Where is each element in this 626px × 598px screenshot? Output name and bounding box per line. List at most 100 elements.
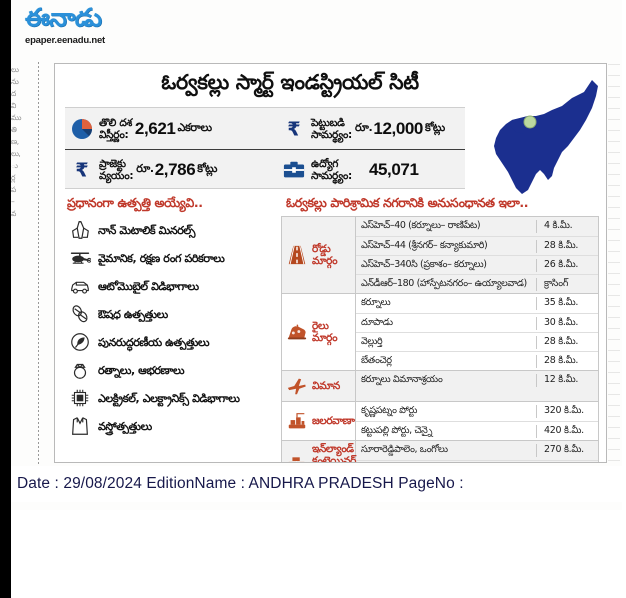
table-row: కృష్ణపట్నం పోర్టు 320 కి.మీ. (356, 402, 598, 421)
product-label: వైమానిక, రక్షణ రంగ పరికరాలు (98, 251, 225, 265)
table-row: ఎస్‌హెచ్‌–340సి (ప్రకాశం– కర్నూలు) 26 కి.… (356, 255, 598, 274)
bleed-text-fragment: లు (11, 65, 19, 74)
stat-label-line1: పెట్టుబడి (311, 116, 345, 129)
svg-text:₹: ₹ (75, 159, 88, 181)
route-name: కర్నూలు (361, 297, 391, 308)
left-black-frame (0, 0, 11, 598)
stat-unit: కోట్లు (425, 120, 445, 134)
road-icon (285, 242, 309, 268)
eenadu-logo: ఈనాడు (25, 3, 102, 32)
table-row: తిమ్మాపూర్, రంగారెడ్డి210 కి.మీ. (356, 460, 598, 462)
stat-value: 2,786 (154, 160, 196, 179)
mode-label-line1: జలరవాణా (312, 415, 355, 427)
route-distance: 28 కి.మీ. (536, 239, 598, 253)
bleed-text-fragment: వ (11, 209, 16, 218)
bleed-text-fragment: ము (11, 113, 22, 122)
route-name: ఎన్‌డీఆర్‌–180 (హాస్పేటనగరం– ఉయ్యాలవాడ) (361, 277, 527, 289)
route-distance: 30 కి.మీ. (536, 316, 598, 330)
connectivity-group: విమాన కర్నూలు విమానాశ్రయం 12 కి.మీ. (282, 371, 598, 402)
route-rows: కర్నూలు విమానాశ్రయం 12 కి.మీ. (356, 371, 598, 401)
mode-label-line1: విమాన (312, 380, 340, 392)
mode-label-line2: మార్గం (312, 255, 338, 267)
bottom-white-area (11, 510, 626, 598)
microchip-icon (67, 386, 93, 410)
stat-label-line1: ఉద్యోగ (311, 158, 339, 170)
mode-label-line1: రైలు (312, 320, 329, 332)
stat-unit: కోట్లు (197, 162, 218, 175)
pills-icon (67, 302, 93, 326)
transport-mode-cell: ఇన్‌ల్యాండ్కంటెయినర్ డిపో (282, 441, 357, 463)
route-name: వెల్లుర్తి (361, 335, 383, 347)
mode-label-line2: మార్గం (312, 332, 338, 344)
stat-label-line2: వ్యయం: (99, 170, 134, 182)
transport-mode-label: విమాన (312, 380, 340, 392)
airplane-icon (285, 373, 309, 399)
product-label: నాన్ మెటాలిక్ మినరల్స్ (98, 223, 196, 237)
recycle-leaf-icon (67, 330, 93, 354)
route-distance: 26 కి.మీ. (536, 258, 598, 272)
transport-mode-label: ఇన్‌ల్యాండ్కంటెయినర్ డిపో (312, 443, 357, 463)
stat-label: పెట్టుబడి సామర్థ్యం: (311, 117, 352, 141)
list-item: వైమానిక, రక్షణ రంగ పరికరాలు (67, 244, 275, 272)
stat-value: 2,621 (134, 118, 176, 138)
list-item: వస్త్రోత్పత్తులు (67, 412, 275, 440)
stat-prefix: రూ. (354, 120, 373, 134)
product-label: రత్నాలు, ఆభరణాలు (98, 363, 185, 377)
adjacent-column-text: లు ను ద వి ము తి ణ, లు,ు ర్ల ప – వ (11, 64, 33, 464)
bleed-text-fragment: ప (11, 185, 16, 194)
route-distance: 270 కి.మీ. (536, 444, 598, 457)
helicopter-icon (67, 246, 93, 270)
route-name: కృష్ణపట్నం పోర్టు (361, 405, 417, 416)
bleed-text-fragment: లు, (11, 149, 21, 158)
table-row: బేతంచెర్ల 28 కి.మీ. (356, 351, 598, 370)
stat-label: ప్రాజెక్టు వ్యయం: (99, 158, 134, 182)
stat-value: 45,071 (368, 160, 419, 179)
route-name: ఎస్‌హెచ్‌–44 (శ్రీనగర్‌– కన్యాకుమారి) (361, 239, 488, 251)
products-list: నాన్ మెటాలిక్ మినరల్స్ వైమానిక, రక్షణ రంగ… (67, 216, 275, 440)
product-label: ఆటోమొబైల్ విడిభాగాలు (98, 279, 199, 293)
bleed-text-fragment: – (11, 197, 15, 206)
route-distance: 420 కి.మీ. (536, 424, 598, 438)
table-row: ఎన్‌డీఆర్‌–180 (హాస్పేటనగరం– ఉయ్యాలవాడ) క… (356, 274, 598, 293)
route-rows: కర్నూలు 35 కి.మీ. దూపాడు 30 కి.మీ. వెల్లుర్త… (356, 294, 598, 370)
table-row: సూరారెడ్డిపాలెం, ఒంగోలు 270 కి.మీ. (356, 441, 598, 460)
bleed-text-fragment: ను (11, 77, 19, 86)
andhra-pradesh-state-map (488, 76, 600, 196)
product-label: ఎలక్ట్రికల్, ఎలక్ట్రానిక్స్ విడిభాగాలు (98, 391, 240, 405)
route-rows: ఎస్‌హెచ్‌–40 (కర్నూలు– రాణిపేట) 4 కి.మీ. ఎ… (356, 217, 598, 293)
route-name: ఎస్‌హెచ్‌–340సి (ప్రకాశం– కర్నూలు) (361, 258, 487, 270)
bleed-text-fragment: ద (11, 89, 16, 98)
table-row: ఎస్‌హెచ్‌–40 (కర్నూలు– రాణిపేట) 4 కి.మీ. (356, 217, 598, 236)
connectivity-group: ఇన్‌ల్యాండ్కంటెయినర్ డిపోసూరారెడ్డిపాలెం… (282, 441, 598, 463)
table-row: కట్టుపల్లి పోర్టు, చెన్నై 420 కి.మీ. (356, 421, 598, 440)
stat-label-line1: తొలి దశ (99, 116, 132, 129)
edition-caption: Date : 29/08/2024 EditionName : ANDHRA P… (17, 475, 464, 492)
table-row: దూపాడు 30 కి.మీ. (356, 313, 598, 332)
mode-label-line2: కంటెయినర్ డిపో (312, 455, 357, 463)
route-distance: 28 కి.మీ. (536, 354, 598, 368)
svg-text:₹: ₹ (287, 118, 300, 140)
table-row: కర్నూలు 35 కి.మీ. (356, 294, 598, 313)
infographic-panel: ఓర్వకల్లు స్మార్ట్ ఇండస్ట్రియల్ సిటీ (54, 63, 607, 463)
route-distance: 12 కి.మీ. (536, 374, 598, 387)
mode-label-line1: రోడ్డు (312, 243, 331, 255)
transport-mode-label: రైలు మార్గం (312, 320, 338, 344)
pie-chart-icon (69, 116, 95, 142)
stat-project-cost: ₹ ప్రాజెక్టు వ్యయం: రూ. 2,786 కోట్లు (65, 150, 277, 191)
automobile-icon (67, 274, 93, 298)
garment-icon (67, 414, 93, 438)
transport-mode-label: జలరవాణా (312, 415, 355, 427)
stat-label: తొలి దశ విస్తీర్ణం: (99, 117, 132, 141)
list-item: నాన్ మెటాలిక్ మినరల్స్ (67, 216, 275, 244)
route-name: దూపాడు (361, 316, 393, 328)
bleed-text-fragment: తి (11, 125, 17, 134)
transport-mode-cell: విమాన (282, 371, 356, 401)
table-row: ఎస్‌హెచ్‌–44 (శ్రీనగర్‌– కన్యాకుమారి) 28 … (356, 236, 598, 255)
bleed-text-fragment: వి (11, 101, 16, 110)
page-title: ఓర్వకల్లు స్మార్ట్ ఇండస్ట్రియల్ సిటీ (161, 70, 419, 94)
route-distance: 35 కి.మీ. (536, 297, 598, 310)
stats-row: తొలి దశ విస్తీర్ణం: 2,621 ఎకరాలు ₹ పెట్ట… (65, 108, 465, 149)
table-row: వెల్లుర్తి 28 కి.మీ. (356, 332, 598, 351)
table-row: కర్నూలు విమానాశ్రయం 12 కి.మీ. (356, 371, 598, 390)
masthead: ఈనాడు epaper.eenadu.net (25, 2, 161, 54)
